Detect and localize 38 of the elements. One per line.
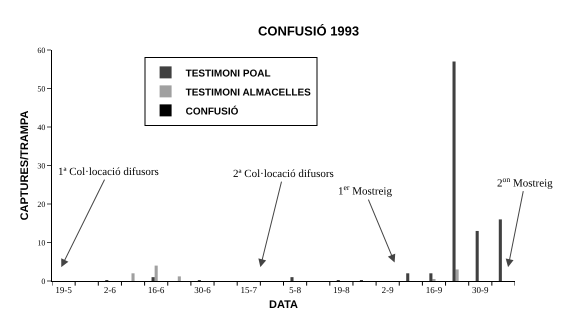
bar (152, 277, 155, 281)
bar (476, 230, 479, 281)
y-tick-label: 50 (37, 84, 46, 94)
annotation: 2ª Col·locació difusors (233, 168, 334, 180)
bar (452, 62, 456, 281)
y-tick-label: 10 (37, 238, 46, 248)
x-tick-label: 5-8 (289, 284, 302, 295)
y-tick-label: 60 (37, 46, 46, 55)
x-tick-label: 19-5 (55, 284, 72, 295)
bar (498, 219, 502, 281)
annotation: 2$^{on}$ Mostreig (497, 175, 554, 190)
annotation: 1ª Col·locació difusors (58, 166, 159, 178)
bar (154, 266, 158, 281)
x-axis-title: DATA (269, 299, 298, 311)
legend-label: TESTIMONI ALMACELLES (186, 87, 312, 98)
y-tick-label: 30 (37, 161, 46, 170)
x-tick-label: 30-9 (472, 284, 490, 295)
x-tick-label: 2-9 (382, 284, 394, 295)
x-tick-label: 30-6 (194, 284, 212, 295)
bar (456, 269, 459, 281)
bar (429, 273, 432, 281)
y-tick-label: 0 (41, 276, 46, 286)
x-tick-label: 2-6 (104, 284, 116, 295)
bar (178, 276, 181, 281)
x-tick-label: 16-6 (148, 284, 165, 295)
bar (290, 277, 294, 281)
y-tick-label: 20 (37, 200, 46, 209)
bar (406, 273, 410, 281)
annotation: 1$^{er}$ Mostreig (338, 183, 392, 198)
legend-label: TESTIMONI POAL (186, 68, 271, 80)
legend-label: CONFUSIÓ (186, 105, 239, 118)
x-tick-label: 19-8 (333, 284, 350, 295)
bar (131, 273, 135, 281)
y-axis-title: CAPTURES/TRAMPA (19, 110, 32, 220)
chart-title: CONFUSIÓ 1993 (258, 23, 360, 38)
x-tick-label: 15-7 (240, 284, 258, 295)
x-tick-label: 16-9 (426, 284, 443, 295)
y-tick-label: 40 (37, 122, 46, 132)
